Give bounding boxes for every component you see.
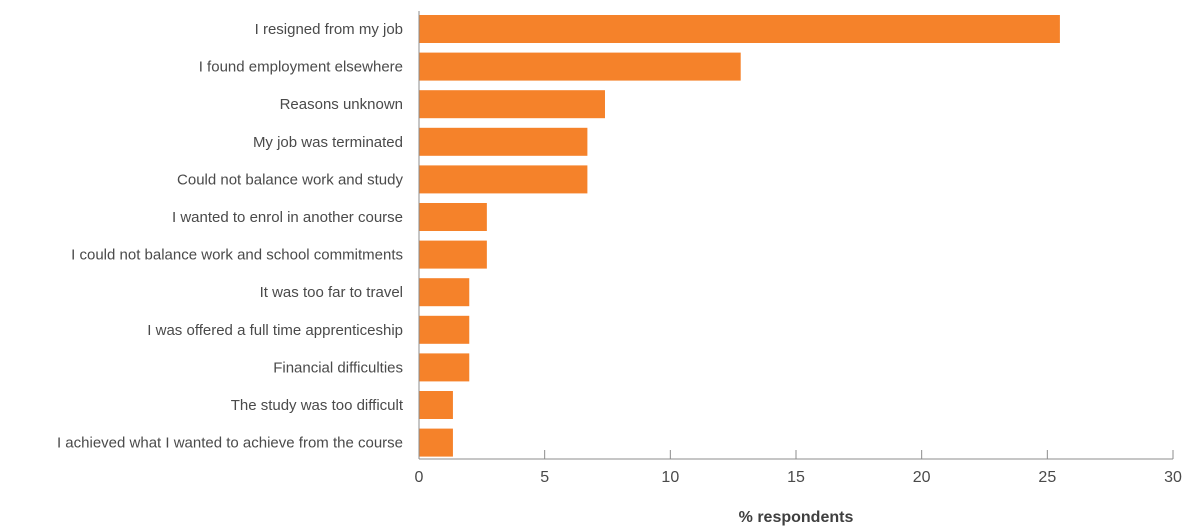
category-label: I resigned from my job	[255, 21, 403, 38]
x-tick-label: 20	[913, 469, 931, 486]
bar-i-could-not-balance-work-and-school-commitments	[419, 240, 487, 269]
bar-i-achieved-what-i-wanted-to-achieve-from-the-course	[419, 428, 453, 457]
x-tick-label: 25	[1038, 469, 1056, 486]
category-label: I wanted to enrol in another course	[172, 209, 403, 226]
x-tick-label: 10	[661, 469, 679, 486]
category-label: My job was terminated	[253, 134, 403, 151]
category-label: I could not balance work and school comm…	[71, 247, 403, 264]
bar-the-study-was-too-difficult	[419, 391, 453, 419]
x-tick-label: 15	[787, 469, 805, 486]
category-label: I was offered a full time apprenticeship	[147, 322, 403, 339]
x-tick-label: 5	[540, 469, 549, 486]
bar-it-was-too-far-to-travel	[419, 278, 470, 307]
x-tick-label: 0	[415, 469, 424, 486]
bar-i-resigned-from-my-job	[419, 15, 1060, 43]
x-axis-title: % respondents	[739, 509, 854, 526]
bar-reasons-unknown	[419, 90, 605, 119]
category-label: The study was too difficult	[231, 397, 404, 414]
x-tick-label: 30	[1164, 469, 1182, 486]
category-label: Reasons unknown	[280, 96, 403, 113]
bar-my-job-was-terminated	[419, 127, 588, 156]
category-label: Financial difficulties	[273, 359, 403, 376]
category-labels: I resigned from my job I found employment…	[57, 21, 404, 452]
bar-i-found-employment-elsewhere	[419, 52, 741, 81]
category-label: It was too far to travel	[260, 284, 403, 301]
bar-could-not-balance-work-and-study	[419, 165, 588, 194]
x-axis: 0 5 10 15 20 25 30	[415, 11, 1182, 486]
bar-financial-difficulties	[419, 353, 470, 382]
bars-layer	[419, 15, 1060, 457]
category-label: I achieved what I wanted to achieve from…	[57, 435, 403, 452]
bar-i-was-offered-a-full-time-apprenticeship	[419, 315, 470, 344]
bar-i-wanted-to-enrol-in-another-course	[419, 203, 487, 231]
category-label: I found employment elsewhere	[199, 59, 403, 76]
category-label: Could not balance work and study	[177, 171, 403, 188]
